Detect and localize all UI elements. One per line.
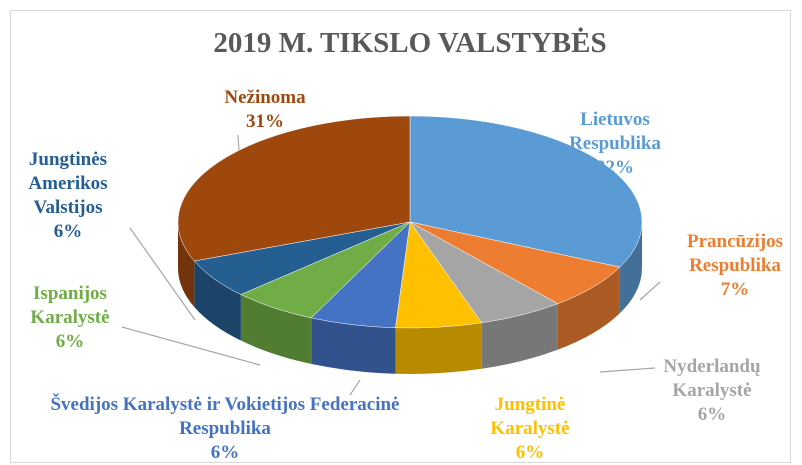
leader-line	[349, 379, 361, 396]
label-name: Ispanijos Karalystė	[30, 283, 110, 328]
label-name: Lietuvos Respublika	[569, 109, 661, 154]
label-value: 31%	[246, 111, 284, 132]
data-label: Nyderlandų Karalystė 6%	[647, 355, 777, 427]
leader-line	[129, 227, 196, 321]
label-value: 6%	[697, 404, 727, 425]
label-value: 7%	[720, 279, 750, 300]
data-label: Jungtinė Karalystė 6%	[470, 393, 590, 465]
leader-line	[639, 281, 661, 301]
label-value: 32%	[596, 157, 634, 178]
label-name: Prancūzijos Respublika	[686, 231, 784, 276]
slice-side	[178, 222, 195, 308]
slice-side	[395, 322, 482, 374]
slice-side	[619, 222, 642, 314]
chart-title: 2019 M. TIKSLO VALSTYBĖS	[213, 26, 606, 59]
label-name: Jungtinė Karalystė	[490, 394, 570, 439]
slice-side	[481, 303, 558, 369]
data-label: Nežinoma 31%	[190, 86, 340, 134]
label-value: 6%	[515, 442, 545, 463]
slice	[409, 221, 621, 304]
label-name: Nyderlandų Karalystė	[663, 356, 761, 401]
slice-side	[240, 294, 312, 364]
label-name: Švedijos Karalystė ir Vokietijos Federac…	[50, 394, 400, 439]
slice	[409, 115, 643, 268]
data-label: Prancūzijos Respublika 7%	[660, 230, 802, 302]
data-label: Švedijos Karalystė ir Vokietijos Federac…	[40, 393, 410, 465]
data-label: Jungtinės Amerikos Valstijos 6%	[13, 148, 123, 244]
slice-side	[311, 317, 396, 374]
leader-line	[599, 367, 656, 373]
label-value: 6%	[53, 221, 83, 242]
label-name: Jungtinės Amerikos Valstijos	[28, 149, 108, 218]
slice	[177, 115, 411, 262]
label-value: 6%	[55, 331, 85, 352]
label-value: 6%	[210, 442, 240, 463]
slice-side	[194, 261, 241, 341]
data-label: Lietuvos Respublika 32%	[540, 108, 690, 180]
data-label: Ispanijos Karalystė 6%	[10, 282, 130, 354]
leader-line	[121, 326, 261, 366]
leader-lines	[121, 134, 661, 396]
label-name: Nežinoma	[224, 87, 306, 108]
slice-side	[557, 267, 620, 350]
